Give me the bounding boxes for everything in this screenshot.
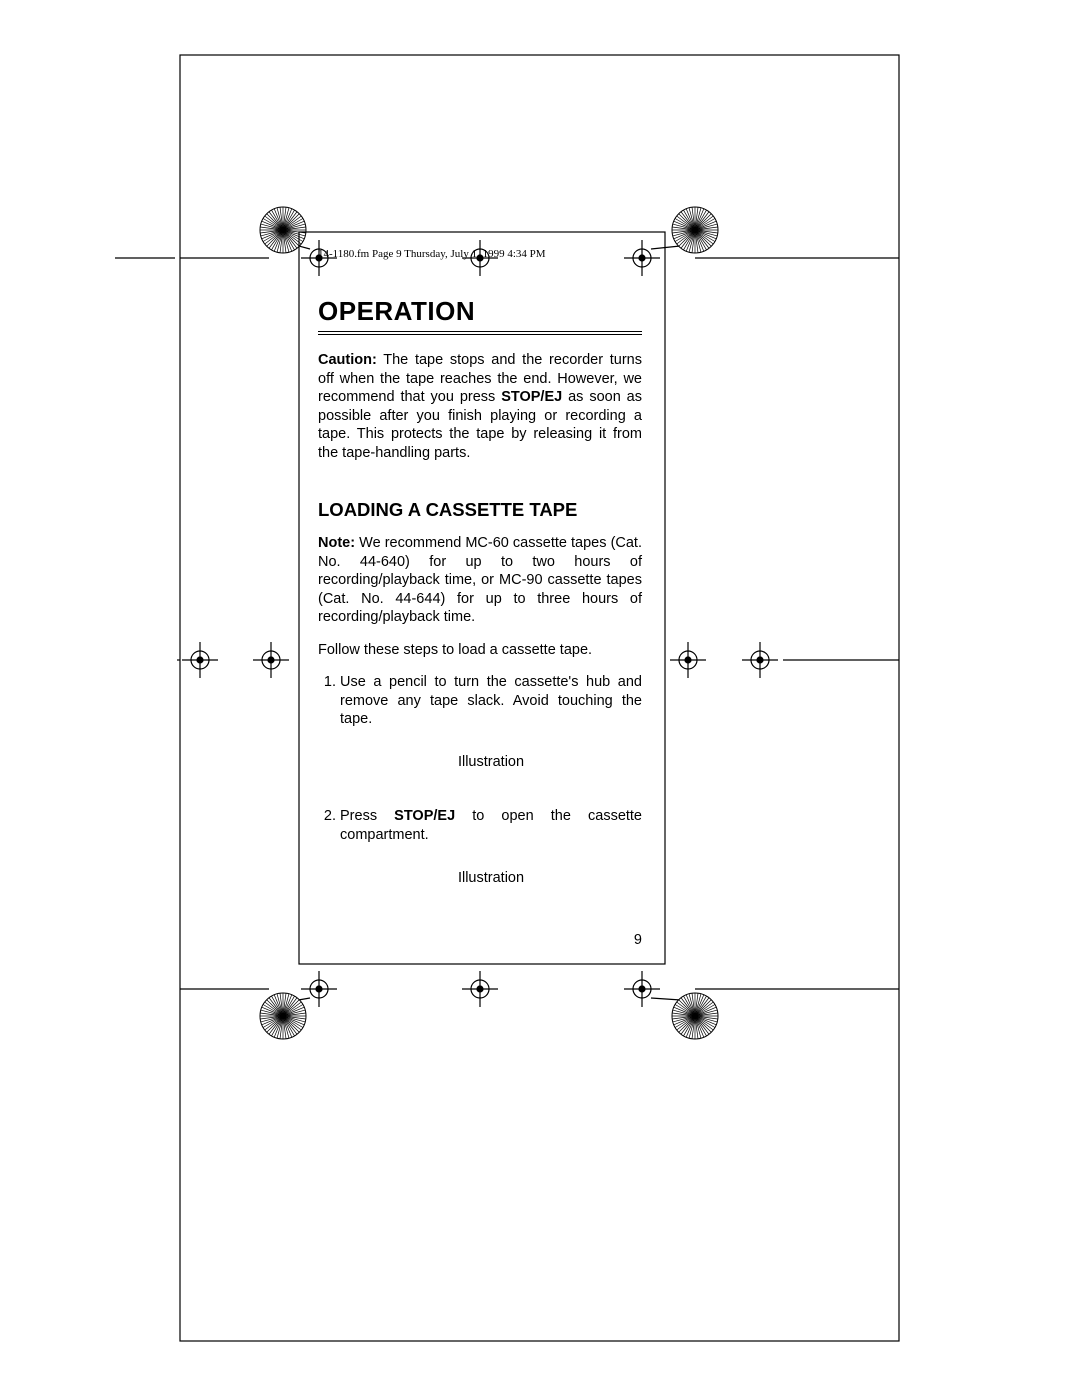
intro-paragraph: Follow these steps to load a cassette ta… bbox=[318, 641, 642, 660]
note-text: We recommend MC-60 cassette tapes (Cat. … bbox=[318, 535, 642, 625]
note-paragraph: Note: We recommend MC-60 cassette tapes … bbox=[318, 534, 642, 627]
steps-list: Use a pencil to turn the cassette's hub … bbox=[318, 673, 642, 887]
title-rule bbox=[318, 331, 642, 335]
illustration-label-2: Illustration bbox=[340, 869, 642, 888]
illustration-label-1: Illustration bbox=[340, 753, 642, 772]
step-2-button: STOP/EJ bbox=[394, 808, 455, 824]
body-text: Caution: The tape stops and the recorder… bbox=[318, 351, 642, 887]
caution-button: STOP/EJ bbox=[501, 389, 562, 405]
step-2: Press STOP/EJ to open the cassette compa… bbox=[340, 807, 642, 887]
note-label: Note: bbox=[318, 535, 355, 551]
step-1-text: Use a pencil to turn the cassette's hub … bbox=[340, 674, 642, 727]
step-1: Use a pencil to turn the cassette's hub … bbox=[340, 673, 642, 771]
running-header: 14-1180.fm Page 9 Thursday, July 1, 1999… bbox=[318, 248, 642, 260]
caution-paragraph: Caution: The tape stops and the recorder… bbox=[318, 351, 642, 462]
page-number: 9 bbox=[318, 932, 642, 948]
page: 14-1180.fm Page 9 Thursday, July 1, 1999… bbox=[0, 0, 1080, 1397]
caution-label: Caution: bbox=[318, 352, 377, 368]
page-title: OPERATION bbox=[318, 296, 642, 327]
step-2-before: Press bbox=[340, 808, 394, 824]
section-heading: LOADING A CASSETTE TAPE bbox=[318, 498, 642, 522]
content-block: 14-1180.fm Page 9 Thursday, July 1, 1999… bbox=[318, 248, 642, 923]
